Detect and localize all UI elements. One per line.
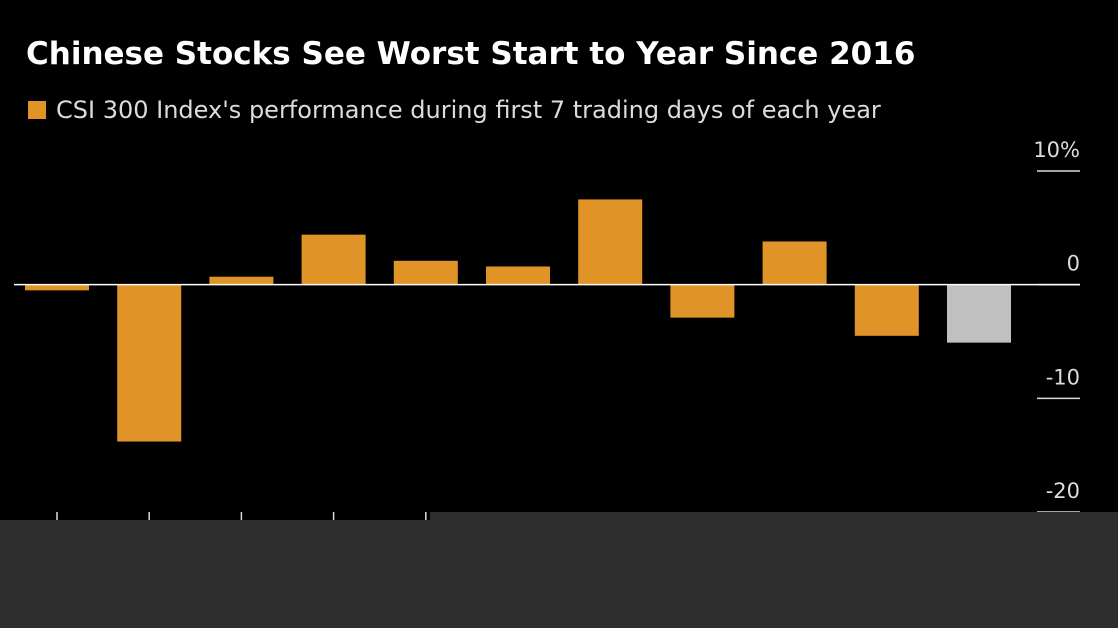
- bar: [209, 276, 274, 285]
- bar: [762, 241, 827, 285]
- chart-title: Chinese Stocks See Worst Start to Year S…: [26, 36, 916, 72]
- bar: [578, 199, 643, 285]
- y-tick-label: 0: [1067, 252, 1080, 276]
- legend-label: CSI 300 Index's performance during first…: [56, 96, 881, 124]
- bar: [301, 234, 366, 285]
- bar: [393, 260, 458, 285]
- screen-overlay: [0, 520, 1118, 628]
- legend: CSI 300 Index's performance during first…: [28, 96, 881, 124]
- bar: [670, 284, 735, 318]
- bar: [854, 284, 919, 336]
- bar: [25, 284, 89, 291]
- y-tick-label: -20: [1046, 479, 1080, 503]
- bar: [947, 284, 1011, 343]
- y-tick-label: 10%: [1033, 138, 1080, 162]
- bar: [486, 266, 550, 285]
- screen-overlay-edge: [430, 512, 1118, 520]
- bar: [117, 284, 182, 442]
- y-tick-label: -10: [1046, 365, 1080, 389]
- legend-swatch: [28, 101, 46, 119]
